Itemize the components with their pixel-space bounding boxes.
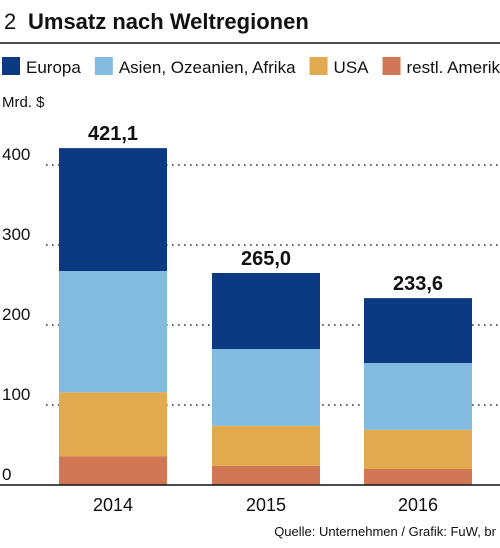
y-tick-label: 400: [2, 145, 30, 164]
y-tick-label: 100: [2, 385, 30, 404]
source: Quelle: Unternehmen / Grafik: FuW, br: [274, 524, 496, 539]
total-label: 233,6: [393, 273, 443, 295]
bar-segment: [212, 273, 320, 349]
y-tick-label: 200: [2, 305, 30, 324]
y-axis-label: Mrd. $: [2, 94, 45, 111]
bar-segment: [59, 456, 167, 485]
bar-segment: [212, 349, 320, 426]
legend-swatch: [94, 57, 113, 75]
legend-label: restl. Amerika: [407, 58, 500, 77]
bar-segment: [364, 298, 472, 363]
bar-segment: [212, 465, 320, 485]
x-tick-label: 2016: [398, 495, 438, 515]
y-tick-label: 300: [2, 225, 30, 244]
legend-swatch: [309, 57, 328, 75]
x-tick-label: 2015: [246, 495, 286, 515]
legend-label: USA: [334, 58, 370, 77]
x-tick-label: 2014: [93, 495, 133, 515]
y-tick-label: 0: [2, 465, 11, 484]
total-label: 265,0: [241, 248, 291, 270]
bar-segment: [59, 392, 167, 457]
chart-title: Umsatz nach Weltregionen: [28, 9, 309, 34]
total-label: 421,1: [88, 123, 138, 145]
legend-swatch: [382, 57, 401, 75]
bar-segment: [59, 148, 167, 271]
legend-label: Europa: [26, 58, 81, 77]
bar-segment: [364, 363, 472, 430]
figure-number: 2: [4, 9, 16, 34]
bar-segment: [212, 425, 320, 466]
legend-label: Asien, Ozeanien, Afrika: [119, 58, 296, 77]
bar-segment: [364, 469, 472, 485]
bar-segment: [59, 271, 167, 393]
legend-swatch: [2, 57, 20, 75]
bar-segment: [364, 429, 472, 469]
